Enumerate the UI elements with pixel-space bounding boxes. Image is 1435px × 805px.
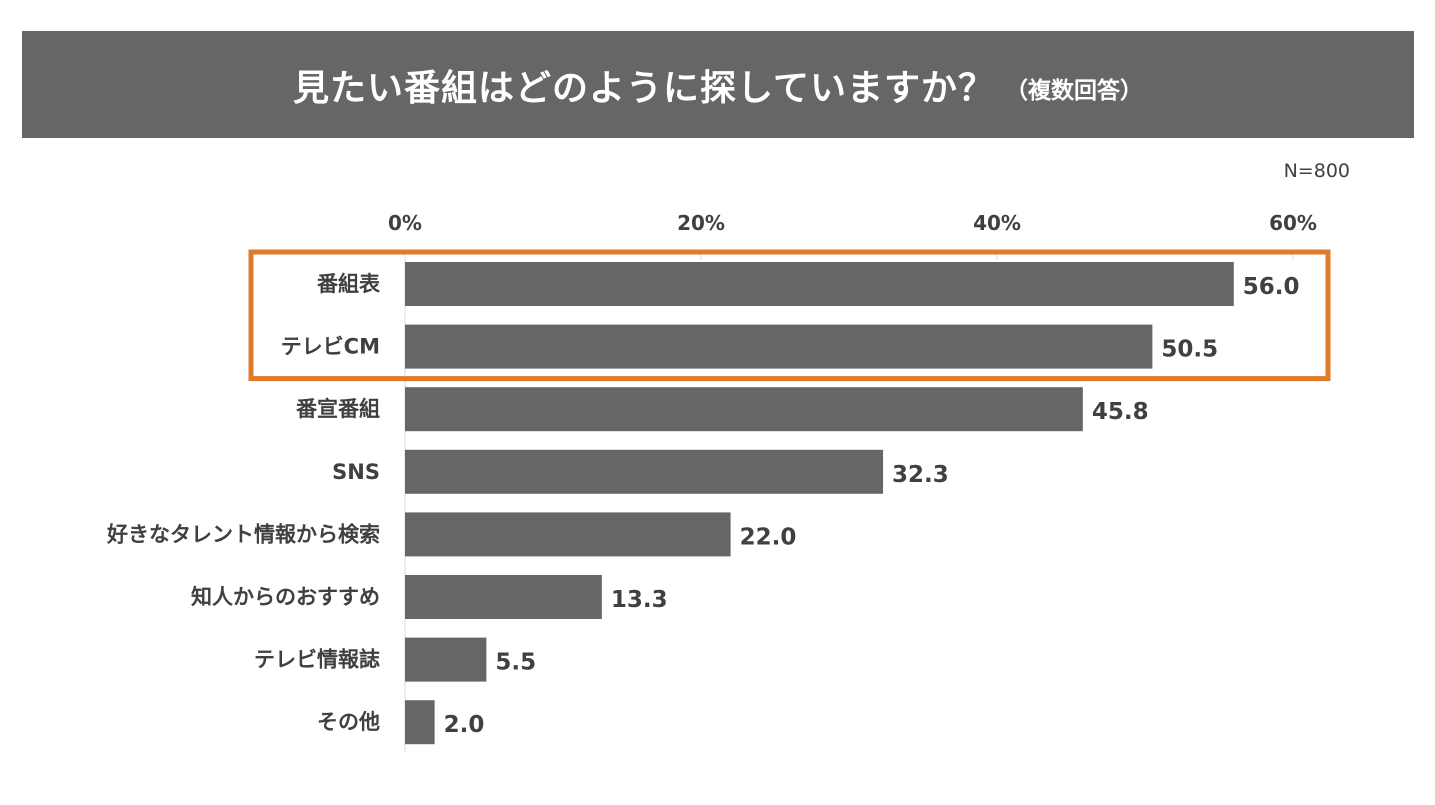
value-label: 22.0 [740, 524, 797, 550]
x-tick-label: 60% [1269, 211, 1317, 235]
bar [405, 575, 602, 619]
value-label: 56.0 [1243, 274, 1300, 300]
value-label: 45.8 [1092, 399, 1149, 425]
bar [405, 262, 1234, 306]
category-label: 番組表 [316, 272, 381, 296]
sample-size-label: N=800 [1283, 160, 1350, 182]
category-label: 番宣番組 [295, 397, 380, 421]
x-tick-label: 20% [677, 211, 725, 235]
x-tick-label: 0% [388, 211, 422, 235]
x-tick-label: 40% [973, 211, 1021, 235]
category-label: テレビCM [281, 335, 380, 359]
highlight-box [248, 249, 1331, 382]
value-label: 13.3 [611, 587, 668, 613]
category-label: SNS [332, 460, 380, 484]
bar [405, 637, 487, 682]
category-label: 好きなタレント情報から検索 [106, 522, 380, 546]
chart-title-bar: 見たい番組はどのように探していますか？ （複数回答） [22, 31, 1414, 138]
value-label: 5.5 [495, 650, 536, 676]
bar [405, 387, 1083, 432]
bar [405, 449, 884, 494]
chart-subtitle: （複数回答） [1004, 77, 1143, 104]
value-label: 32.3 [892, 462, 949, 488]
category-label: その他 [317, 710, 380, 734]
category-label: 知人からのおすすめ [191, 585, 380, 609]
value-label: 50.5 [1161, 337, 1218, 363]
bar [405, 512, 731, 557]
chart-title: 見たい番組はどのように探していますか？ [293, 67, 995, 109]
value-label: 2.0 [444, 712, 485, 738]
bar [405, 324, 1153, 369]
bar [405, 700, 435, 745]
category-label: テレビ情報誌 [254, 648, 380, 672]
